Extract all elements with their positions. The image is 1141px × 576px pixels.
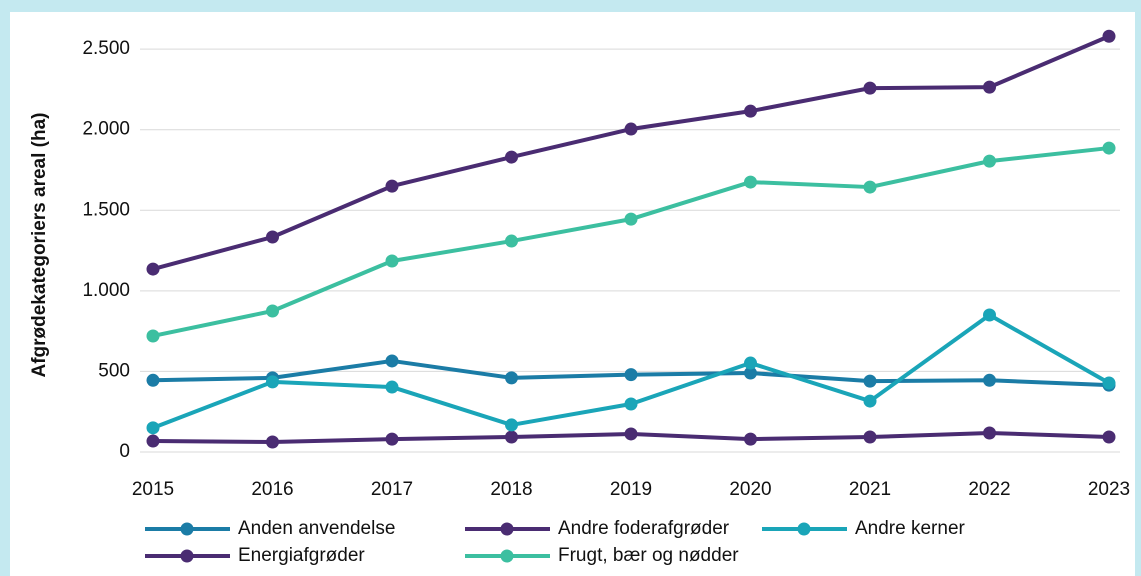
data-point	[385, 254, 399, 268]
legend-label: Andre foderafgrøder	[558, 518, 730, 539]
legend-label: Energiafgrøder	[238, 545, 365, 566]
data-point	[1102, 141, 1116, 155]
data-point	[744, 104, 757, 118]
legend-marker	[180, 522, 194, 536]
data-point	[385, 354, 399, 368]
data-point	[863, 394, 877, 408]
y-tick-label: 500	[98, 360, 130, 381]
data-point	[146, 421, 160, 435]
legend-label: Frugt, bær og nødder	[558, 545, 739, 566]
x-tick-label: 2015	[132, 479, 174, 500]
data-point	[1102, 29, 1116, 43]
data-point	[983, 154, 996, 168]
data-point	[744, 356, 757, 370]
x-tick-label: 2017	[371, 479, 413, 500]
data-point	[146, 434, 160, 448]
data-point	[983, 80, 996, 94]
data-point	[744, 432, 757, 446]
data-point	[1102, 430, 1116, 444]
data-point	[863, 430, 877, 444]
data-point	[983, 426, 996, 440]
y-tick-label: 1.500	[82, 199, 130, 220]
legend-marker	[500, 522, 514, 536]
legend-marker	[500, 549, 514, 563]
data-point	[146, 262, 160, 276]
data-point	[266, 304, 279, 318]
data-point	[505, 234, 518, 248]
legend-label: Andre kerner	[855, 518, 966, 539]
data-point	[266, 375, 279, 389]
x-tick-label: 2022	[968, 479, 1010, 500]
data-point	[624, 122, 638, 136]
data-point	[146, 373, 160, 387]
panel	[10, 12, 1135, 576]
data-point	[624, 368, 638, 382]
data-point	[385, 179, 399, 193]
data-point	[266, 230, 279, 244]
y-tick-label: 2.500	[82, 38, 130, 59]
x-tick-label: 2021	[849, 479, 891, 500]
data-point	[505, 371, 518, 385]
legend-marker	[797, 522, 811, 536]
data-point	[624, 397, 638, 411]
legend-label: Anden anvendelse	[238, 518, 395, 539]
data-point	[1102, 376, 1116, 390]
data-point	[505, 418, 518, 432]
x-tick-label: 2016	[251, 479, 293, 500]
x-tick-label: 2023	[1088, 479, 1130, 500]
data-point	[385, 380, 399, 394]
y-tick-label: 2.000	[82, 119, 130, 140]
data-point	[744, 366, 757, 380]
data-point	[624, 427, 638, 441]
y-tick-label: 0	[119, 441, 130, 462]
y-axis-label: Afgrødekategoriers areal (ha)	[29, 112, 50, 377]
data-point	[744, 175, 757, 189]
data-point	[863, 81, 877, 95]
data-point	[983, 373, 996, 387]
x-tick-label: 2018	[490, 479, 532, 500]
data-point	[385, 432, 399, 446]
data-point	[146, 329, 160, 343]
data-point	[863, 180, 877, 194]
data-point	[863, 374, 877, 388]
data-point	[505, 430, 518, 444]
legend-marker	[180, 549, 194, 563]
data-point	[983, 308, 996, 322]
y-tick-label: 1.000	[82, 280, 130, 301]
x-tick-label: 2020	[729, 479, 771, 500]
data-point	[266, 435, 279, 449]
data-point	[505, 150, 518, 164]
x-tick-label: 2019	[610, 479, 652, 500]
data-point	[624, 212, 638, 226]
